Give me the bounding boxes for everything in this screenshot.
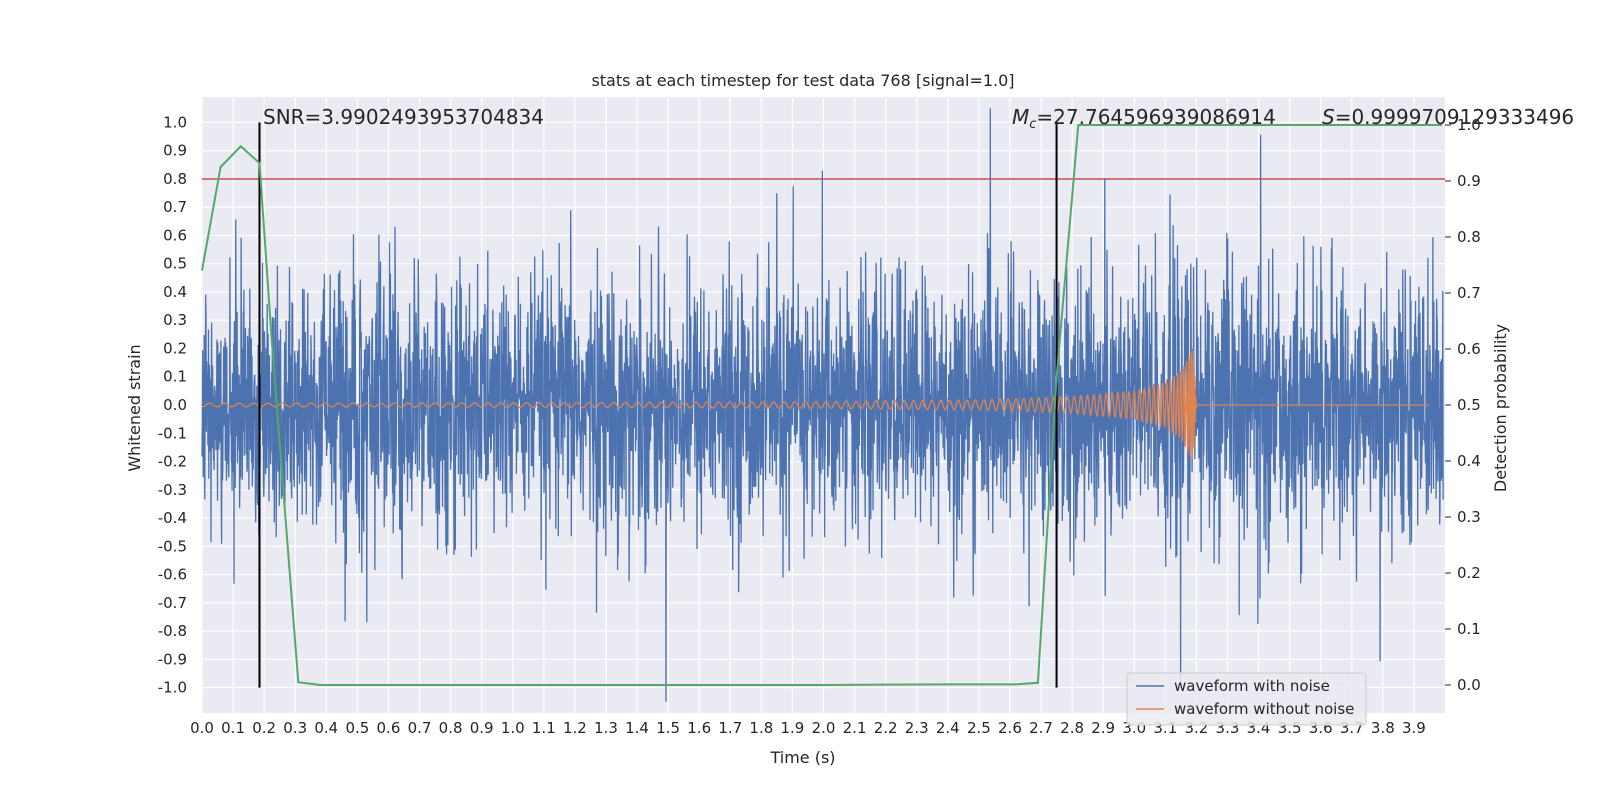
y2-tick-label: 0.6 — [1457, 340, 1481, 358]
y2-tick-label: 0.3 — [1457, 508, 1481, 526]
y-tick-label: 0.9 — [163, 142, 187, 160]
chirp-mass-value: =27.764596939086914 — [1036, 105, 1275, 129]
y2-tick-label: 0.5 — [1457, 396, 1481, 414]
detection-probability-series — [201, 124, 1442, 686]
y-tick-label: 0.1 — [163, 368, 187, 386]
y-tick-label: -0.5 — [158, 537, 187, 555]
y-tick-label: 0.0 — [163, 396, 187, 414]
x-tick-label: 2.7 — [1029, 719, 1053, 737]
x-tick-label: 1.3 — [594, 719, 618, 737]
x-tick-label: 0.1 — [221, 719, 245, 737]
y2-tick-label: 0.8 — [1457, 228, 1481, 246]
y2-tick-label: 0.1 — [1457, 620, 1481, 638]
y2-tick-label: 1.0 — [1457, 116, 1481, 134]
y2-tick-label: 0.7 — [1457, 284, 1481, 302]
y2-tick-label: 0.9 — [1457, 172, 1481, 190]
y-tick-label: 0.5 — [163, 255, 187, 273]
x-tick-label: 2.6 — [998, 719, 1022, 737]
y-tick-label: 1.0 — [163, 113, 187, 131]
x-tick-label: 0.4 — [314, 719, 338, 737]
x-tick-label: 1.7 — [718, 719, 742, 737]
y2-axis-label: Detection probability — [1491, 324, 1510, 492]
chart-title: stats at each timestep for test data 768… — [591, 71, 1014, 90]
score-annotation: S=0.9999709129333496 — [1322, 105, 1574, 129]
x-tick-label: 1.2 — [563, 719, 587, 737]
y2-tick-label: 0.2 — [1457, 564, 1481, 582]
y-tick-label: 0.8 — [163, 170, 187, 188]
y-tick-label: -0.8 — [158, 622, 187, 640]
legend-label-noise: waveform with noise — [1174, 677, 1330, 695]
x-tick-label: 1.1 — [532, 719, 556, 737]
x-tick-label: 0.6 — [377, 719, 401, 737]
chirp-mass-annotation: Mc=27.764596939086914 — [1012, 105, 1276, 132]
x-tick-label: 3.9 — [1402, 719, 1426, 737]
x-tick-label: 2.0 — [812, 719, 836, 737]
y-tick-label: -0.2 — [158, 453, 187, 471]
score-value: =0.9999709129333496 — [1335, 105, 1574, 129]
legend-box — [1126, 672, 1367, 726]
score-symbol: S — [1322, 105, 1335, 129]
x-tick-label: 1.4 — [625, 719, 649, 737]
y-tick-label: -1.0 — [158, 679, 187, 697]
x-tick-label: 0.2 — [252, 719, 276, 737]
y-axis-label: Whitened strain — [125, 344, 144, 471]
chirp-mass-subscript: c — [1029, 117, 1036, 132]
y2-tick-label: 0.4 — [1457, 452, 1481, 470]
y-tick-label: -0.3 — [158, 481, 187, 499]
clean-line — [201, 349, 1430, 460]
x-tick-label: 1.9 — [780, 719, 804, 737]
x-tick-label: 0.0 — [190, 719, 214, 737]
y-tick-label: -0.4 — [158, 509, 187, 527]
x-axis-label: Time (s) — [769, 748, 835, 767]
x-tick-label: 0.3 — [283, 719, 307, 737]
chirp-mass-symbol: M — [1012, 105, 1029, 129]
y2-axis-ticks: 1.0 0.9 0.8 0.7 0.6 0.5 0.4 0.3 0.2 0.1 0.0 — [1445, 116, 1481, 694]
x-tick-label: 1.6 — [687, 719, 711, 737]
y-tick-label: -0.7 — [158, 594, 187, 612]
x-tick-label: 2.3 — [905, 719, 929, 737]
y-tick-label: 0.6 — [163, 226, 187, 244]
x-tick-label: 2.2 — [874, 719, 898, 737]
x-tick-label: 0.9 — [470, 719, 494, 737]
x-tick-label: 0.7 — [408, 719, 432, 737]
legend: waveform with noise waveform without noi… — [1126, 672, 1367, 726]
y-axis-ticks: 1.0 0.9 0.8 0.7 0.6 0.5 0.4 0.3 0.2 0.1 0.0 -0.1 -0.… — [158, 113, 187, 696]
snr-annotation: SNR=3.9902493953704834 — [263, 105, 544, 129]
x-tick-label: 2.5 — [967, 719, 991, 737]
waveform-without-noise-series — [201, 349, 1430, 460]
y-tick-label: 0.7 — [163, 198, 187, 216]
x-tick-label: 2.4 — [936, 719, 960, 737]
y-tick-label: 0.3 — [163, 311, 187, 329]
legend-label-clean: waveform without noise — [1174, 700, 1354, 718]
y-tick-label: -0.9 — [158, 650, 187, 668]
x-tick-label: 0.5 — [345, 719, 369, 737]
x-tick-label: 2.1 — [843, 719, 867, 737]
waveform-with-noise-series — [201, 108, 1444, 702]
x-tick-label: 2.8 — [1060, 719, 1084, 737]
y-tick-label: 0.2 — [163, 339, 187, 357]
probability-line — [201, 124, 1442, 686]
y-tick-label: -0.6 — [158, 566, 187, 584]
noise-line — [201, 108, 1444, 702]
y-tick-label: -0.1 — [158, 424, 187, 442]
x-tick-label: 1.0 — [501, 719, 525, 737]
overlay-lines — [202, 122, 1445, 688]
x-tick-label: 1.8 — [749, 719, 773, 737]
x-tick-label: 2.9 — [1091, 719, 1115, 737]
y-tick-label: 0.4 — [163, 283, 187, 301]
x-tick-label: 1.5 — [656, 719, 680, 737]
x-tick-label: 0.8 — [439, 719, 463, 737]
y2-tick-label: 0.0 — [1457, 676, 1481, 694]
x-tick-label: 3.8 — [1371, 719, 1395, 737]
